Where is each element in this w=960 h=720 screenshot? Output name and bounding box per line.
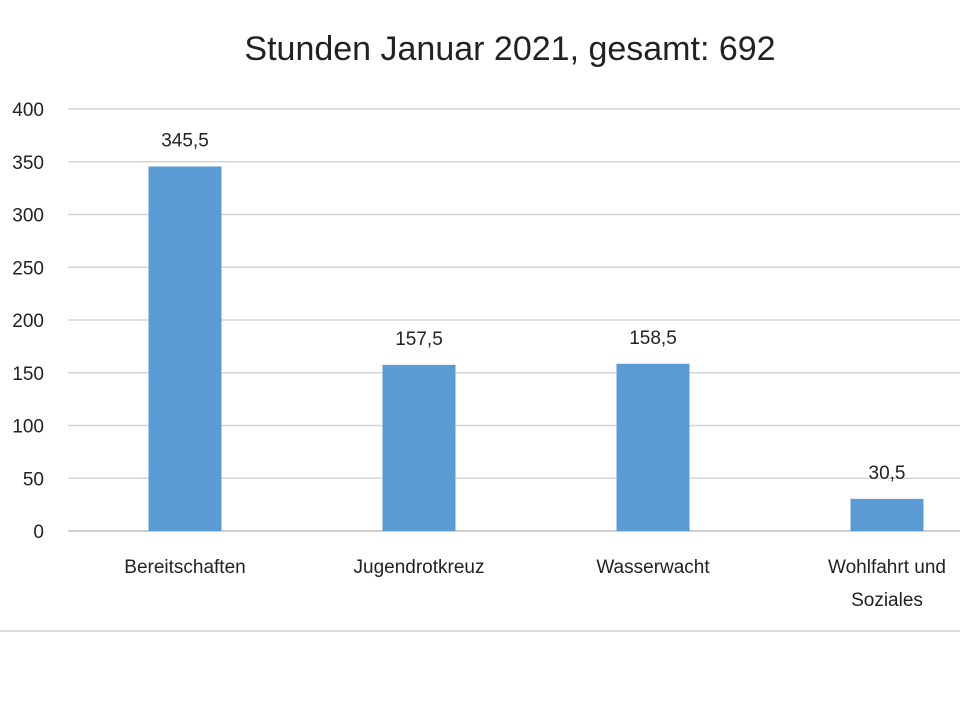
bars [148, 166, 924, 531]
y-tick-label: 100 [12, 417, 44, 438]
bar [148, 166, 222, 531]
y-tick-label: 300 [12, 206, 44, 227]
x-category-label: Wasserwacht [596, 557, 710, 578]
data-label: 158,5 [629, 328, 677, 349]
x-category-label: Jugendrotkreuz [354, 557, 485, 578]
x-category-label: Wohlfahrt und Soziales [828, 557, 946, 611]
y-tick-label: 50 [23, 469, 44, 490]
bar [850, 498, 924, 531]
y-tick-label: 400 [12, 100, 44, 121]
y-tick-label: 200 [12, 311, 44, 332]
bar [616, 363, 690, 531]
y-axis-ticks: 0 50 100 150 200 250 300 350 400 [12, 100, 44, 543]
bar [382, 364, 456, 531]
data-label: 345,5 [161, 130, 209, 151]
data-labels: 345,5 157,5 158,5 30,5 [161, 130, 905, 483]
y-tick-label: 350 [12, 153, 44, 174]
y-tick-label: 250 [12, 258, 44, 279]
y-tick-label: 150 [12, 364, 44, 385]
y-tick-label: 0 [33, 522, 44, 543]
x-axis-categories: Bereitschaften Jugendrotkreuz Wasserwacht W… [124, 557, 946, 611]
x-category-label: Bereitschaften [124, 557, 245, 578]
data-label: 30,5 [869, 463, 906, 484]
data-label: 157,5 [395, 329, 443, 350]
chart-title: Stunden Januar 2021, gesamt: 692 [244, 30, 775, 68]
